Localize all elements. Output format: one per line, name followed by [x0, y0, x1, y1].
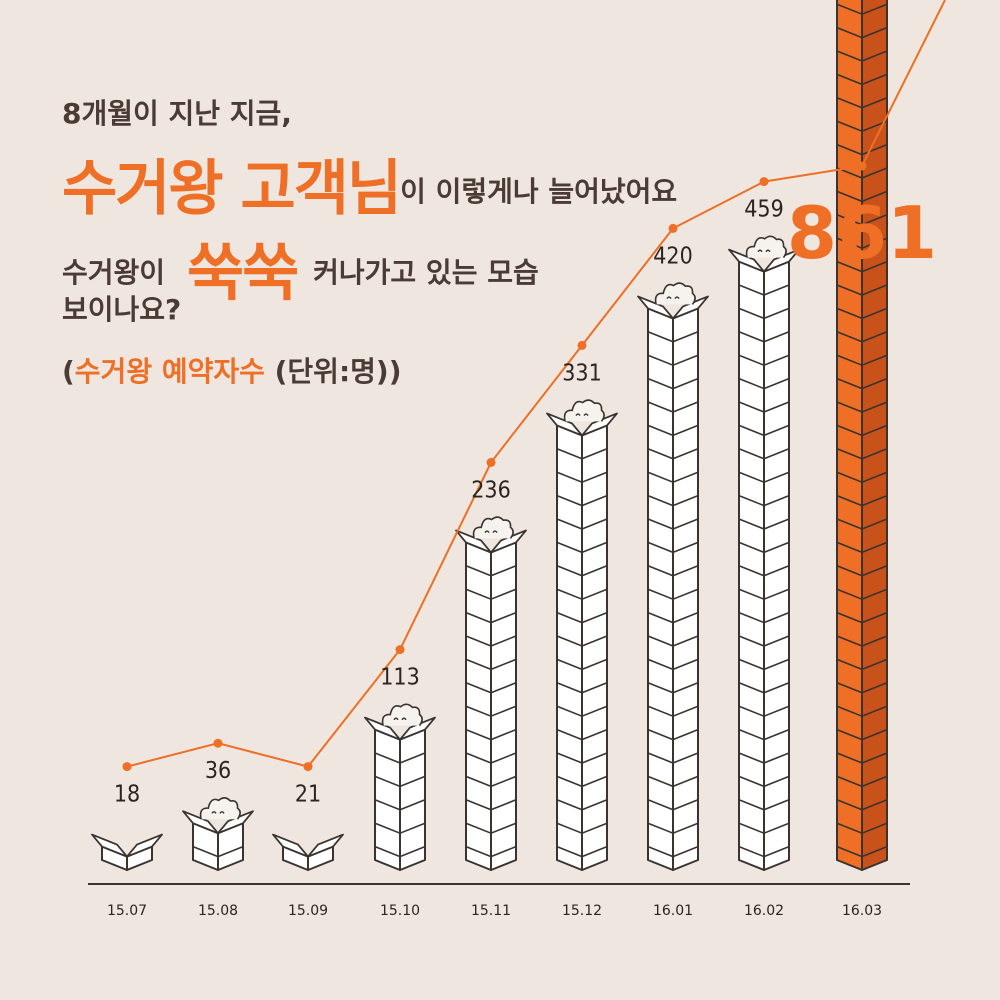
x-tick-15.07: 15.07: [107, 903, 147, 919]
value-label-15.11: 236: [471, 477, 511, 503]
value-label-15.09: 21: [295, 782, 321, 808]
trend-point-15.11: [486, 457, 496, 467]
trend-point-15.08: [213, 738, 223, 748]
bar-15.11: [455, 516, 527, 871]
trend-point-15.09: [303, 762, 313, 772]
headline-line-3-end: 커나가고 있는 모습: [313, 256, 539, 289]
headline-line-1: 8개월이 지난 지금,: [62, 97, 292, 130]
unit-open-paren: (: [62, 355, 75, 388]
bar-15.08: [182, 797, 254, 871]
x-tick-15.12: 15.12: [562, 903, 602, 919]
value-label-16.02: 459: [744, 197, 784, 223]
trend-line: [126, 0, 946, 768]
bar-16.03: [836, 0, 888, 871]
headline-line-2-rest: 이 이렇게나 늘어났어요: [400, 175, 678, 208]
headline-line-4: 보이나요?: [62, 293, 182, 326]
trend-point-15.07: [122, 762, 132, 772]
bar-15.10: [364, 703, 436, 871]
bar-16.01: [637, 282, 709, 871]
chart-unit-label: (수거왕 예약자수 (단위:명)): [62, 350, 402, 390]
value-label-16.03: 861: [787, 191, 937, 275]
x-tick-15.09: 15.09: [288, 903, 328, 919]
headline-line-3-start: 수거왕이: [62, 256, 166, 289]
value-label-15.08: 36: [205, 758, 231, 784]
bar-stacks: [91, 0, 888, 871]
unit-suffix: (단위:명)): [274, 355, 402, 388]
headline-line-2: 수거왕 고객님이 이렇게나 늘어났어요: [62, 140, 677, 227]
value-labels: 18 36 21 113 236 331 420 459 861: [114, 191, 937, 808]
trend-point-16.03: [857, 161, 867, 171]
unit-label-bookings: 수거왕 예약자수: [74, 355, 265, 388]
trend-points: [122, 161, 867, 772]
x-tick-15.11: 15.11: [471, 903, 511, 919]
bar-16.02: [728, 235, 800, 871]
x-tick-16.01: 16.01: [653, 903, 693, 919]
value-label-15.07: 18: [114, 782, 140, 808]
trend-point-15.12: [577, 340, 587, 350]
trend-point-16.02: [759, 177, 769, 187]
x-tick-16.02: 16.02: [744, 903, 784, 919]
bar-15.07: [91, 833, 163, 871]
headline-highlight-customers: 수거왕 고객님: [62, 154, 402, 224]
bar-15.12: [546, 399, 618, 871]
value-label-15.12: 331: [562, 360, 602, 386]
trend-point-16.01: [668, 223, 678, 233]
headline-highlight-growing: 쑥쑥: [187, 236, 299, 309]
headline-line-3: 수거왕이 쑥쑥 커나가고 있는 모습: [62, 222, 539, 312]
x-tick-16.03: 16.03: [842, 903, 882, 919]
trend-point-15.10: [395, 645, 405, 655]
x-tick-15.10: 15.10: [380, 903, 420, 919]
x-tick-labels: 15.07 15.08 15.09 15.10 15.11 15.12 16.01 16.02…: [107, 903, 882, 919]
value-label-15.10: 113: [380, 665, 420, 691]
value-label-16.01: 420: [653, 243, 693, 269]
bar-15.09: [272, 833, 344, 871]
x-tick-15.08: 15.08: [198, 903, 238, 919]
